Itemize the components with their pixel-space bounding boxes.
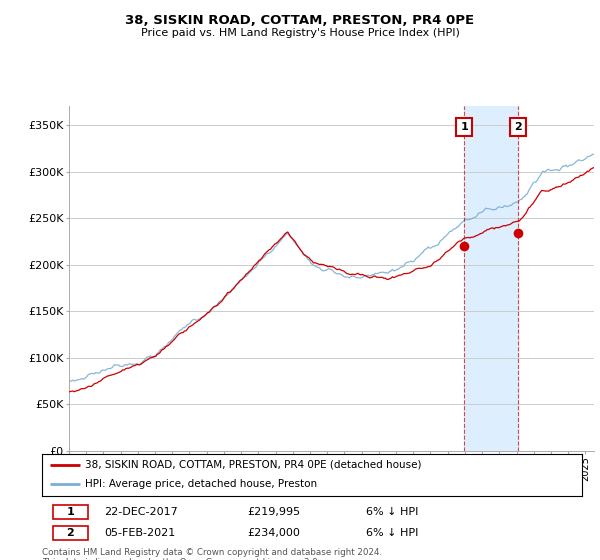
- Text: 2: 2: [514, 122, 522, 132]
- Text: 38, SISKIN ROAD, COTTAM, PRESTON, PR4 0PE (detached house): 38, SISKIN ROAD, COTTAM, PRESTON, PR4 0P…: [85, 460, 422, 470]
- Bar: [464, 106, 518, 451]
- FancyBboxPatch shape: [53, 505, 88, 519]
- Text: 6% ↓ HPI: 6% ↓ HPI: [366, 507, 418, 517]
- Text: 2: 2: [67, 528, 74, 538]
- Text: 38, SISKIN ROAD, COTTAM, PRESTON, PR4 0PE: 38, SISKIN ROAD, COTTAM, PRESTON, PR4 0P…: [125, 14, 475, 27]
- Text: 05-FEB-2021: 05-FEB-2021: [104, 528, 175, 538]
- Text: 6% ↓ HPI: 6% ↓ HPI: [366, 528, 418, 538]
- Text: Contains HM Land Registry data © Crown copyright and database right 2024.
This d: Contains HM Land Registry data © Crown c…: [42, 548, 382, 560]
- Text: £219,995: £219,995: [247, 507, 301, 517]
- Text: 22-DEC-2017: 22-DEC-2017: [104, 507, 178, 517]
- Text: 1: 1: [460, 122, 468, 132]
- FancyBboxPatch shape: [53, 525, 88, 540]
- Text: 1: 1: [67, 507, 74, 517]
- Text: Price paid vs. HM Land Registry's House Price Index (HPI): Price paid vs. HM Land Registry's House …: [140, 28, 460, 38]
- Text: £234,000: £234,000: [247, 528, 300, 538]
- Text: HPI: Average price, detached house, Preston: HPI: Average price, detached house, Pres…: [85, 479, 317, 489]
